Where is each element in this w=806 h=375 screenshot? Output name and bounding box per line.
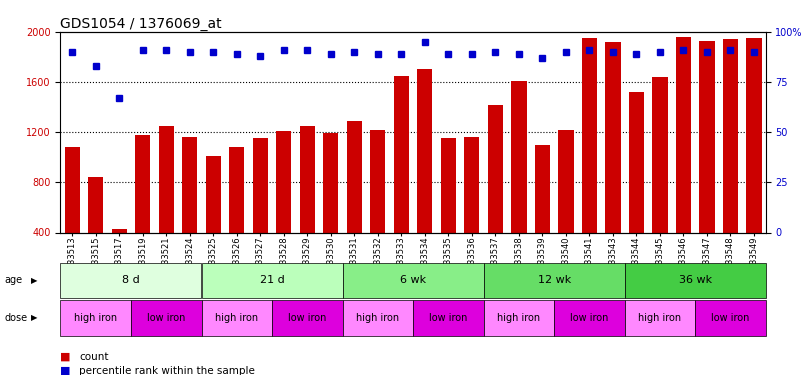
Bar: [746, 38, 762, 283]
Bar: [347, 121, 362, 283]
Text: 12 wk: 12 wk: [538, 275, 571, 285]
Text: percentile rank within the sample: percentile rank within the sample: [79, 366, 255, 375]
Bar: [464, 137, 480, 283]
Bar: [629, 92, 644, 283]
Bar: [206, 156, 221, 283]
Bar: [276, 131, 292, 283]
Bar: [534, 145, 550, 283]
Text: ▶: ▶: [31, 314, 37, 322]
Bar: [441, 138, 456, 283]
Text: ▶: ▶: [31, 276, 37, 285]
Text: low iron: low iron: [711, 313, 750, 323]
Text: 8 d: 8 d: [122, 275, 140, 285]
Text: high iron: high iron: [215, 313, 259, 323]
Text: 36 wk: 36 wk: [679, 275, 712, 285]
Text: low iron: low iron: [570, 313, 609, 323]
Bar: [675, 37, 691, 283]
Text: low iron: low iron: [147, 313, 185, 323]
Bar: [488, 105, 503, 283]
Bar: [652, 77, 667, 283]
Bar: [511, 81, 526, 283]
Bar: [182, 137, 197, 283]
Text: 6 wk: 6 wk: [400, 275, 426, 285]
Bar: [323, 134, 339, 283]
Text: age: age: [4, 275, 22, 285]
Text: high iron: high iron: [497, 313, 541, 323]
Text: ■: ■: [60, 366, 71, 375]
Bar: [559, 130, 574, 283]
Bar: [393, 76, 409, 283]
Bar: [159, 126, 174, 283]
Text: GDS1054 / 1376069_at: GDS1054 / 1376069_at: [60, 17, 222, 31]
Bar: [252, 138, 268, 283]
Text: ■: ■: [60, 352, 71, 362]
Bar: [723, 39, 738, 283]
Bar: [64, 147, 80, 283]
Text: dose: dose: [4, 313, 27, 323]
Bar: [135, 135, 151, 283]
Text: 21 d: 21 d: [260, 275, 285, 285]
Bar: [418, 69, 433, 283]
Bar: [229, 147, 244, 283]
Bar: [370, 130, 385, 283]
Text: high iron: high iron: [74, 313, 118, 323]
Bar: [700, 40, 715, 283]
Bar: [111, 229, 127, 283]
Text: count: count: [79, 352, 109, 362]
Bar: [582, 38, 597, 283]
Bar: [88, 177, 103, 283]
Bar: [605, 42, 621, 283]
Text: high iron: high iron: [356, 313, 400, 323]
Text: low iron: low iron: [288, 313, 326, 323]
Text: low iron: low iron: [429, 313, 467, 323]
Bar: [300, 126, 315, 283]
Text: high iron: high iron: [638, 313, 682, 323]
